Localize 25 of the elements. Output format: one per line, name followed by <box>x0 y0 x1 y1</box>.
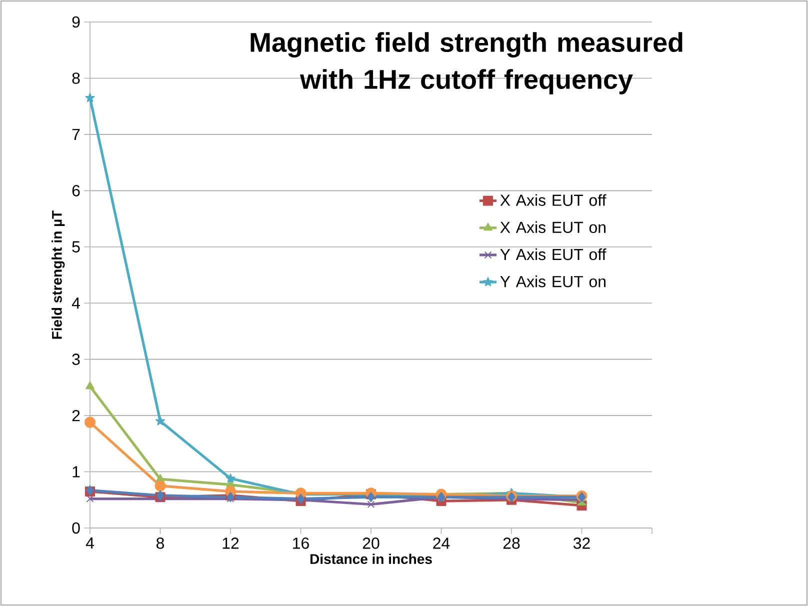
x-tick-label: 24 <box>433 538 450 549</box>
y-tick-label: 9 <box>72 16 80 28</box>
y-tick-label: 1 <box>72 466 80 478</box>
text: Magnetic field strength measured with 1Hz cutoff frequency <box>250 32 682 94</box>
y-tick-label: 5 <box>72 241 80 252</box>
x-tick-label: 4 <box>86 538 94 549</box>
x-axis-title: Distance in inches <box>310 554 432 564</box>
legend-label: X Axis EUT on <box>500 221 606 234</box>
y-tick-label: 7 <box>72 128 80 140</box>
y-tick-label: 4 <box>72 298 80 309</box>
x-tick-label: 20 <box>362 538 380 549</box>
x-tick-label: 16 <box>293 538 309 549</box>
y-tick-label: 8 <box>72 72 80 84</box>
legend-label: Y Axis EUT off <box>500 248 606 260</box>
legend-label: X Axis EUT off <box>500 194 606 206</box>
x-tick-label: 12 <box>222 538 239 549</box>
y-tick-label: 3 <box>72 354 80 365</box>
y-tick-label: 6 <box>72 185 80 196</box>
x-tick-label: 28 <box>503 538 520 549</box>
y-axis-title: Field strenght in µT <box>52 210 65 339</box>
x-tick-label: 32 <box>573 538 590 549</box>
legend-label: Y Axis EUT on <box>500 275 606 288</box>
x-tick-label: 8 <box>156 538 164 549</box>
y-tick-label: 2 <box>72 410 80 422</box>
y-tick-label: 0 <box>72 522 80 534</box>
